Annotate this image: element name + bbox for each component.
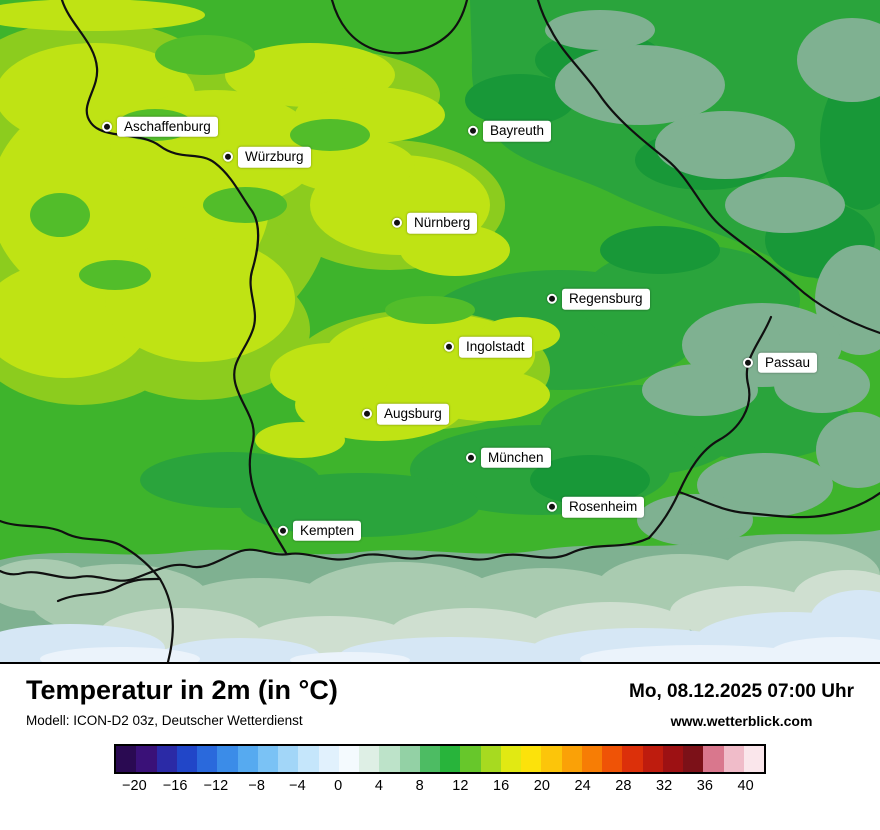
city-dot-icon <box>102 121 112 132</box>
legend-tick-label: −12 <box>203 778 229 794</box>
city-dot-icon <box>547 294 558 305</box>
legend-tick-label: 20 <box>533 778 550 794</box>
legend-color-segment <box>703 746 724 772</box>
website-text: www.wetterblick.com <box>670 713 813 729</box>
legend-tick-row: −20 −16 −12 −8 −4 0 4 8 12 16 20 24 28 32 36 40 <box>114 778 766 798</box>
city-label: Rosenheim <box>562 496 645 518</box>
map-area: Aschaffenburg Würzburg Bayreuth Nürnberg Reg… <box>0 0 880 662</box>
city-marker: Passau <box>743 352 818 374</box>
footer-left-column: Temperatur in 2m (in °C) Modell: ICON-D2… <box>26 672 338 728</box>
city-dot-icon <box>391 218 402 229</box>
legend-color-segment <box>602 746 623 772</box>
city-label: Kempten <box>293 520 362 542</box>
city-label: Nürnberg <box>406 212 478 234</box>
legend-tick-label: −20 <box>122 778 147 794</box>
legend-tick-label: 8 <box>415 778 424 794</box>
legend-color-segment <box>581 746 602 772</box>
legend-tick-label: −8 <box>248 778 265 794</box>
legend-tick-label: −16 <box>162 778 188 794</box>
legend-tick-label: 36 <box>696 778 713 794</box>
legend-colorbar <box>114 744 766 774</box>
city-dot-icon <box>743 357 753 368</box>
city-label: Würzburg <box>238 146 311 168</box>
legend-color-segment <box>217 746 238 772</box>
city-label: Aschaffenburg <box>117 116 218 138</box>
legend-color-segment <box>743 746 764 772</box>
city-layer: Aschaffenburg Würzburg Bayreuth Nürnberg Reg… <box>102 116 818 542</box>
city-label: Passau <box>758 352 818 374</box>
legend-color-segment <box>298 746 319 772</box>
city-marker: Bayreuth <box>468 120 552 142</box>
city-marker: Kempten <box>278 520 362 542</box>
legend-color-segment <box>541 746 562 772</box>
legend-color-segment <box>399 746 420 772</box>
city-dot-icon <box>443 342 454 353</box>
map-title: Temperatur in 2m (in °C) <box>26 675 338 705</box>
map-pale-blue-regions <box>0 590 880 662</box>
map-datetime: Mo, 08.12.2025 07:00 Uhr <box>629 681 854 702</box>
legend-color-segment <box>521 746 542 772</box>
legend-color-segment <box>723 746 744 772</box>
footer-right-column: Mo, 08.12.2025 07:00 Uhr www.wetterblick… <box>629 672 854 729</box>
city-marker: Ingolstadt <box>443 336 532 358</box>
legend-tick-label: 4 <box>374 778 383 794</box>
legend-color-segment <box>176 746 197 772</box>
legend-color-segment <box>197 746 218 772</box>
city-dot-icon <box>465 452 476 463</box>
legend-tick-label: 40 <box>737 778 754 794</box>
legend-color-segment <box>419 746 440 772</box>
legend-color-segment <box>440 746 461 772</box>
legend-color-segment <box>257 746 278 772</box>
map-border-lines <box>0 0 880 662</box>
city-dot-icon <box>223 152 233 163</box>
city-marker: Aschaffenburg <box>102 116 218 138</box>
legend-color-segment <box>500 746 521 772</box>
legend-color-segment <box>561 746 582 772</box>
legend-color-segment <box>480 746 501 772</box>
city-label: Augsburg <box>376 403 449 425</box>
legend-color-segment <box>156 746 177 772</box>
legend-color-segment <box>662 746 683 772</box>
legend-color-segment <box>379 746 400 772</box>
legend-color-segment <box>359 746 380 772</box>
city-dot-icon <box>547 502 558 513</box>
city-label: Ingolstadt <box>458 336 532 358</box>
legend-color-segment <box>278 746 299 772</box>
legend-color-segment <box>622 746 643 772</box>
city-marker: Rosenheim <box>547 496 645 518</box>
city-dot-icon <box>361 409 372 419</box>
legend-color-segment <box>237 746 258 772</box>
city-marker: Nürnberg <box>391 212 478 234</box>
legend-color-segment <box>683 746 704 772</box>
footer-text-rows: Temperatur in 2m (in °C) Modell: ICON-D2… <box>26 672 854 729</box>
legend-tick-label: 0 <box>334 778 343 794</box>
legend-color-segment <box>136 746 157 772</box>
city-dot-icon <box>468 126 478 136</box>
city-marker: Würzburg <box>223 146 311 168</box>
legend-tick-label: 24 <box>574 778 591 794</box>
model-info: Modell: ICON-D2 03z, Deutscher Wetterdie… <box>26 712 303 728</box>
legend-tick-label: 12 <box>452 778 469 794</box>
legend-color-segment <box>318 746 339 772</box>
legend-tick-label: 16 <box>493 778 510 794</box>
legend-tick-label: 32 <box>656 778 673 794</box>
legend-tick-label: 28 <box>615 778 632 794</box>
legend-color-segment <box>338 746 359 772</box>
legend-color-segment <box>642 746 663 772</box>
city-marker: Regensburg <box>547 288 650 310</box>
city-marker: Augsburg <box>361 403 449 425</box>
temperature-legend: −20 −16 −12 −8 −4 0 4 8 12 16 20 24 28 32 36 40 <box>114 744 766 798</box>
city-marker: München <box>465 447 551 469</box>
legend-color-segment <box>116 746 137 772</box>
city-label: München <box>480 447 551 469</box>
city-label: Regensburg <box>562 288 650 310</box>
legend-color-segment <box>460 746 481 772</box>
footer: Temperatur in 2m (in °C) Modell: ICON-D2… <box>0 662 880 830</box>
city-dot-icon <box>278 525 288 536</box>
city-label: Bayreuth <box>483 120 552 142</box>
legend-tick-label: −4 <box>289 778 306 794</box>
